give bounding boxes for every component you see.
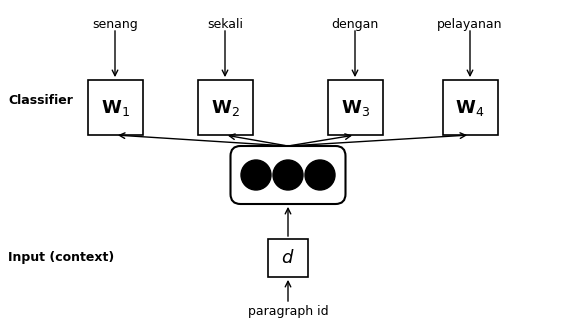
Bar — [268, 239, 308, 277]
Text: paragraph id: paragraph id — [248, 306, 328, 318]
Text: senang: senang — [92, 18, 138, 31]
Circle shape — [273, 160, 303, 190]
Text: $\mathbf{W}_{4}$: $\mathbf{W}_{4}$ — [456, 97, 484, 117]
Text: dengan: dengan — [331, 18, 378, 31]
Bar — [442, 80, 498, 135]
Text: pelayanan: pelayanan — [437, 18, 503, 31]
Text: $\mathit{d}$: $\mathit{d}$ — [281, 249, 295, 267]
Text: $\mathbf{W}_{1}$: $\mathbf{W}_{1}$ — [101, 97, 130, 117]
Text: Classifier: Classifier — [8, 93, 73, 107]
Text: $\mathbf{W}_{2}$: $\mathbf{W}_{2}$ — [211, 97, 240, 117]
Bar — [88, 80, 142, 135]
Bar — [328, 80, 382, 135]
Text: $\mathbf{W}_{3}$: $\mathbf{W}_{3}$ — [340, 97, 369, 117]
Circle shape — [305, 160, 335, 190]
Text: sekali: sekali — [207, 18, 243, 31]
Bar — [198, 80, 252, 135]
Text: Input (context): Input (context) — [8, 251, 114, 265]
Circle shape — [241, 160, 271, 190]
FancyBboxPatch shape — [230, 146, 346, 204]
